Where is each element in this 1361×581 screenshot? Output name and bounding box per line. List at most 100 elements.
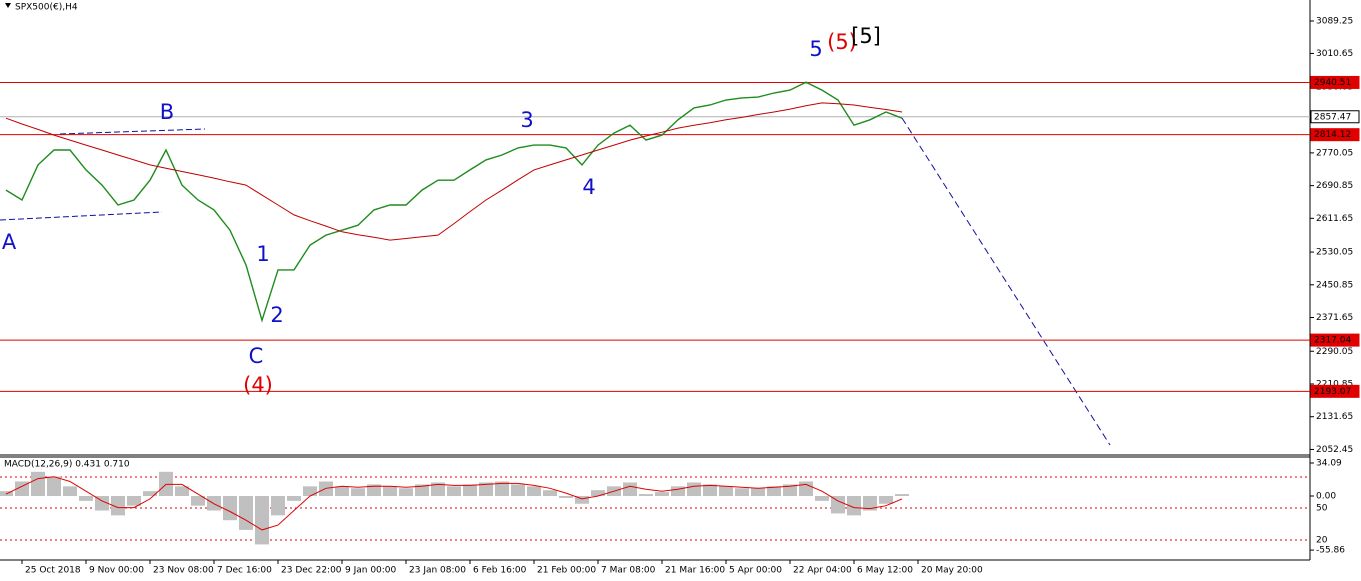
macd-bar — [223, 496, 237, 521]
axis-label: 20 — [1316, 536, 1328, 546]
macd-bar — [431, 482, 445, 497]
projection-line — [901, 117, 1111, 446]
wave-label: C — [249, 344, 264, 368]
macd-bar — [671, 486, 685, 497]
macd-bar — [591, 490, 605, 497]
macd-bar — [79, 496, 93, 501]
macd-bar — [447, 486, 461, 497]
x-tick-label: 22 Apr 04:00 — [793, 566, 852, 576]
macd-bar — [527, 486, 541, 497]
macd-bar — [511, 484, 525, 497]
macd-bar — [895, 494, 909, 497]
macd-bar — [863, 496, 877, 511]
macd-bar — [847, 496, 861, 516]
x-tick-label: 23 Dec 22:00 — [281, 566, 342, 576]
menu-arrow — [5, 3, 11, 8]
y-tick-label: 0.00 — [1316, 492, 1336, 502]
level-label: 2940.51 — [1314, 78, 1351, 88]
y-tick-label: 2611.65 — [1316, 214, 1353, 224]
macd-bar — [575, 496, 589, 504]
y-tick-label: 2290.05 — [1316, 347, 1353, 357]
macd-bar — [479, 482, 493, 497]
macd-bar — [303, 486, 317, 497]
macd-bar — [415, 484, 429, 497]
chart-title: SPX500(€),H4 — [15, 3, 78, 13]
signal-line — [5, 476, 903, 531]
wave-label: A — [2, 230, 17, 254]
macd-bar — [383, 486, 397, 497]
level-label-box — [1310, 75, 1360, 89]
level-label-box — [1310, 384, 1360, 398]
level-label-box — [1310, 333, 1360, 347]
x-tick-label: 20 May 20:00 — [921, 566, 983, 576]
wave-label: (4) — [243, 373, 273, 397]
x-tick-label: 21 Feb 00:00 — [537, 566, 596, 576]
macd-bar — [351, 488, 365, 497]
wave-label: 2 — [270, 303, 283, 327]
macd-bar — [287, 496, 301, 501]
macd-bar — [47, 476, 61, 497]
wave-label: [5] — [851, 24, 881, 48]
x-tick-label: 6 Feb 16:00 — [473, 566, 527, 576]
y-tick-label: 2530.05 — [1316, 248, 1353, 258]
y-tick-label: -55.86 — [1316, 546, 1345, 556]
macd-bar — [191, 496, 205, 506]
x-tick-label: 23 Nov 08:00 — [153, 566, 214, 576]
macd-bar — [399, 488, 413, 497]
macd-bar — [783, 484, 797, 497]
x-tick-label: 6 May 12:00 — [857, 566, 913, 576]
macd-bar — [31, 471, 45, 497]
wave-label: (5) — [827, 30, 857, 54]
x-tick-label: 21 Mar 16:00 — [665, 566, 725, 576]
x-tick-label: 5 Apr 00:00 — [729, 566, 782, 576]
macd-bar — [255, 496, 269, 545]
macd-bar — [815, 496, 829, 501]
wave-label: 4 — [582, 175, 595, 199]
macd-bar — [95, 496, 109, 511]
y-tick-label: 2210.85 — [1316, 379, 1353, 389]
macd-bar — [127, 496, 141, 506]
macd-bar — [687, 482, 701, 497]
macd-bar — [639, 494, 653, 497]
x-tick-label: 7 Mar 08:00 — [601, 566, 656, 576]
macd-bar — [559, 496, 573, 498]
level-label: 2193.07 — [1314, 387, 1351, 397]
y-tick-label: 3089.25 — [1316, 16, 1353, 26]
y-tick-label: 2450.85 — [1316, 280, 1353, 290]
trendline — [0, 211, 163, 221]
series-line — [5, 102, 903, 241]
macd-bar — [703, 484, 717, 497]
level-label-box — [1310, 110, 1360, 124]
x-tick-label: 23 Jan 08:00 — [409, 566, 466, 576]
trendline — [59, 128, 206, 135]
y-tick-label: 2052.45 — [1316, 445, 1353, 455]
macd-bar — [175, 486, 189, 497]
macd-bar — [111, 496, 125, 516]
x-tick-label: 25 Oct 2018 — [25, 566, 81, 576]
macd-bar — [655, 492, 669, 497]
macd-title: MACD(12,26,9) 0.431 0.710 — [4, 460, 130, 470]
series-line — [5, 81, 903, 323]
macd-bar — [751, 488, 765, 497]
macd-bar — [543, 490, 557, 497]
wave-label: 3 — [520, 108, 533, 132]
macd-bar — [623, 482, 637, 497]
wave-label: 5 — [809, 37, 822, 61]
macd-bar — [271, 496, 285, 516]
macd-bar — [239, 496, 253, 530]
y-tick-label: 2131.65 — [1316, 412, 1353, 422]
level-label-box — [1310, 128, 1360, 142]
x-tick-label: 9 Jan 00:00 — [345, 566, 397, 576]
y-tick-label: 3010.65 — [1316, 49, 1353, 59]
y-tick-label: 34.09 — [1316, 459, 1342, 469]
macd-bar — [831, 496, 845, 514]
macd-bar — [879, 496, 893, 504]
x-tick-label: 7 Dec 16:00 — [217, 566, 272, 576]
level-label: 2317.04 — [1314, 336, 1351, 346]
wave-label: B — [160, 100, 174, 124]
level-label: 2814.12 — [1314, 130, 1351, 140]
level-label: 2857.47 — [1314, 112, 1351, 122]
macd-bar — [767, 486, 781, 497]
